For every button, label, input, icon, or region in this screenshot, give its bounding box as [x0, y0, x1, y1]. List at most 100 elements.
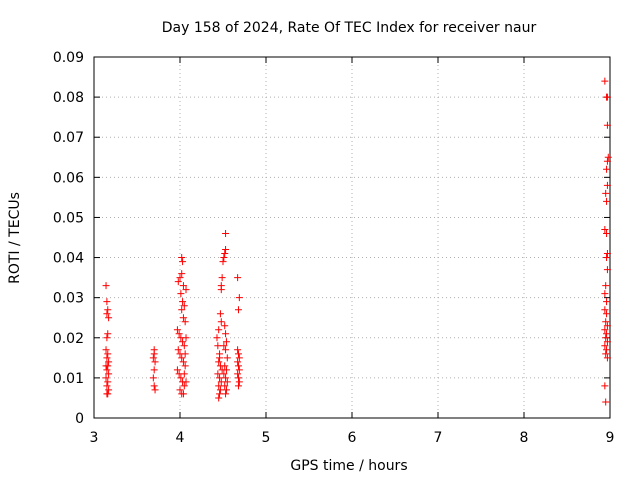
data-point [181, 318, 189, 326]
data-point [182, 334, 190, 342]
data-point [222, 338, 230, 346]
data-point [222, 246, 230, 254]
x-tick-label: 5 [262, 430, 271, 446]
data-point [103, 354, 111, 362]
data-point [214, 370, 222, 378]
data-point [181, 350, 189, 358]
data-point [234, 274, 242, 282]
data-point [603, 330, 611, 338]
data-point [604, 153, 612, 161]
data-point [178, 306, 186, 314]
data-point [104, 390, 112, 398]
data-point [603, 93, 611, 101]
axis-ticks: 0 0.01 0.02 0.03 0.04 0.05 0.06 0.07 0.08 0.09 3 4 5… [53, 50, 615, 446]
data-point [221, 250, 229, 258]
data-point [602, 189, 610, 197]
data-points [102, 77, 612, 406]
data-point [175, 330, 183, 338]
data-point [217, 318, 225, 326]
data-point [179, 282, 187, 290]
data-point [213, 334, 221, 342]
chart-title: Day 158 of 2024, Rate Of TEC Index for r… [162, 20, 537, 36]
data-point [221, 362, 229, 370]
data-point [603, 298, 611, 306]
data-point [235, 378, 243, 386]
data-point [603, 310, 611, 318]
data-point [216, 310, 224, 318]
data-point [102, 282, 110, 290]
data-point [174, 346, 182, 354]
y-tick-label: 0.02 [53, 331, 84, 347]
data-point [217, 286, 225, 294]
data-point [214, 342, 222, 350]
data-point [105, 358, 113, 366]
data-point [105, 314, 113, 322]
data-point [180, 370, 188, 378]
data-point [215, 326, 223, 334]
data-point [102, 374, 110, 382]
data-point [178, 270, 186, 278]
y-tick-label: 0.06 [53, 170, 84, 186]
data-point [603, 181, 611, 189]
data-point [603, 266, 611, 274]
data-point [218, 274, 226, 282]
x-tick-label: 8 [520, 430, 529, 446]
data-point [222, 229, 230, 237]
data-point [150, 350, 158, 358]
data-point [103, 382, 111, 390]
data-point [174, 278, 182, 286]
data-point [234, 358, 242, 366]
data-point [222, 390, 230, 398]
data-point [603, 346, 611, 354]
data-point [176, 386, 184, 394]
data-point [216, 374, 224, 382]
y-tick-label: 0.05 [53, 210, 84, 226]
data-point [220, 254, 228, 262]
data-point [179, 390, 187, 398]
data-point [234, 306, 242, 314]
data-point [215, 358, 223, 366]
y-tick-label: 0.07 [53, 130, 84, 146]
y-tick-label: 0.04 [53, 251, 84, 267]
data-point [221, 382, 229, 390]
x-axis-label: GPS time / hours [290, 458, 407, 474]
data-point [222, 346, 230, 354]
data-point [151, 386, 159, 394]
data-point [216, 390, 224, 398]
data-point [234, 362, 242, 370]
data-point [234, 350, 242, 358]
data-point [222, 330, 230, 338]
data-point [222, 374, 230, 382]
data-point [149, 354, 157, 362]
data-point [603, 157, 611, 165]
data-point [104, 350, 112, 358]
data-point [103, 310, 111, 318]
data-point [603, 165, 611, 173]
x-tick-label: 9 [606, 430, 615, 446]
data-point [222, 386, 230, 394]
data-point [179, 358, 187, 366]
data-point [173, 366, 181, 374]
data-point [104, 362, 112, 370]
data-point [601, 290, 609, 298]
data-point [223, 354, 231, 362]
data-point [105, 370, 113, 378]
data-point [603, 338, 611, 346]
y-tick-label: 0.08 [53, 90, 84, 106]
data-point [234, 382, 242, 390]
data-point [215, 394, 223, 402]
data-point [601, 306, 609, 314]
data-point [602, 350, 610, 358]
data-point [234, 346, 242, 354]
grid-lines [94, 57, 610, 418]
x-tick-label: 6 [348, 430, 357, 446]
y-tick-label: 0 [75, 411, 84, 427]
y-tick-label: 0.01 [53, 371, 84, 387]
data-point [602, 282, 610, 290]
data-point [216, 386, 224, 394]
data-point [179, 258, 187, 266]
data-point [103, 298, 111, 306]
data-point [601, 326, 609, 334]
data-point [177, 290, 185, 298]
